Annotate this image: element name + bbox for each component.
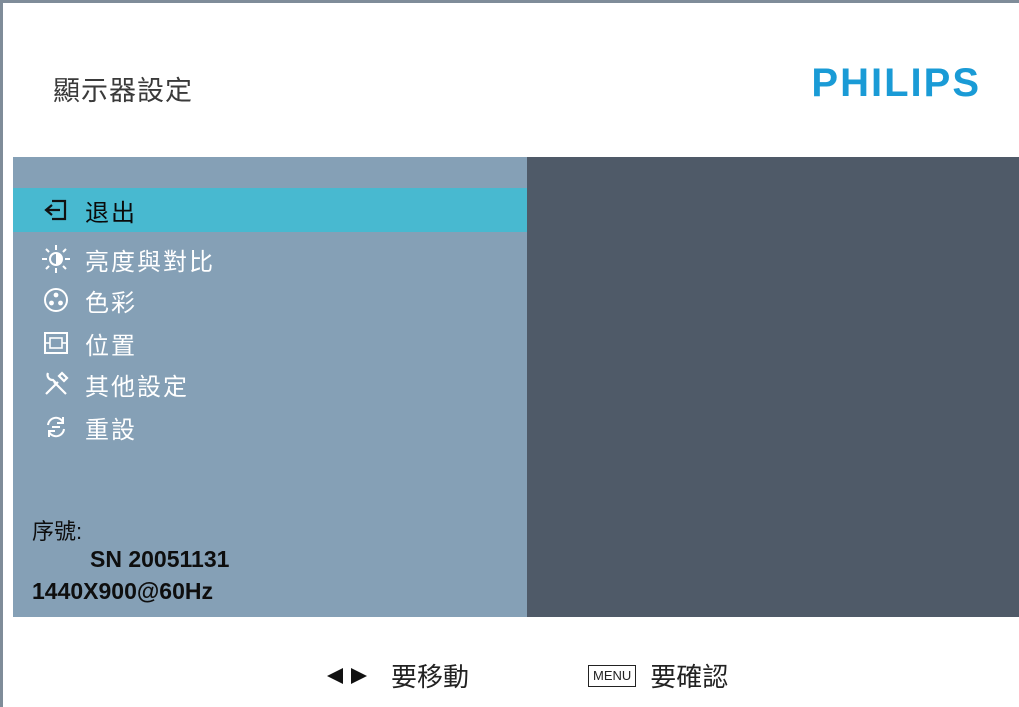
osd-footer: 要移動 MENU 要確認 <box>3 617 1019 707</box>
menu-key-icon: MENU <box>588 664 637 687</box>
osd-header: 顯示器設定 PHILIPS <box>3 3 1019 156</box>
menu-item-brightness-contrast[interactable]: 亮度與對比 <box>13 237 527 281</box>
menu-panel: 退出 亮度與對比 色彩 <box>13 157 527 617</box>
menu-item-label: 重設 <box>85 415 137 444</box>
content-panel <box>527 157 1019 617</box>
menu-item-reset[interactable]: 重設 <box>13 405 527 449</box>
move-hint-text: 要移動 <box>391 663 470 693</box>
menu-item-label: 色彩 <box>85 288 137 317</box>
move-hint: 要移動 <box>325 657 469 694</box>
serial-label: 序號: <box>32 519 83 544</box>
menu-item-label: 位置 <box>85 331 137 360</box>
page-title: 顯示器設定 <box>53 76 193 107</box>
menu-item-label: 其他設定 <box>85 372 189 401</box>
confirm-hint-text: 要確認 <box>650 663 729 693</box>
menu-item-label: 亮度與對比 <box>85 247 215 276</box>
left-right-arrows-icon <box>325 666 369 686</box>
menu-item-exit[interactable]: 退出 <box>13 188 527 232</box>
reset-icon <box>41 412 71 442</box>
color-icon <box>41 285 71 315</box>
resolution-readout: 1440X900@60Hz <box>32 578 214 604</box>
position-icon <box>41 328 71 358</box>
exit-icon <box>41 195 71 225</box>
serial-number: SN 20051131 <box>90 546 230 572</box>
menu-item-other-settings[interactable]: 其他設定 <box>13 362 527 406</box>
confirm-hint: MENU 要確認 <box>588 657 728 694</box>
menu-item-position[interactable]: 位置 <box>13 321 527 365</box>
brand-logo: PHILIPS <box>811 61 981 105</box>
tools-icon <box>41 369 71 399</box>
menu-item-color[interactable]: 色彩 <box>13 278 527 322</box>
brightness-icon <box>41 244 71 274</box>
menu-item-label: 退出 <box>85 198 137 227</box>
